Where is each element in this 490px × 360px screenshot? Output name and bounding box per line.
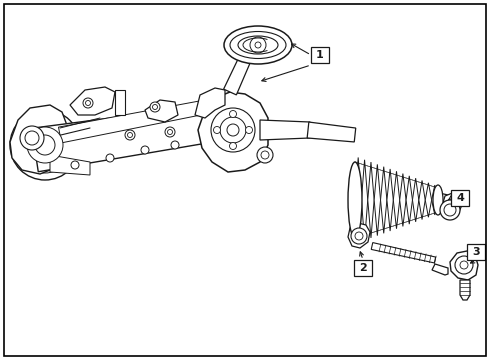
Circle shape xyxy=(141,146,149,154)
Circle shape xyxy=(125,130,135,140)
Polygon shape xyxy=(260,120,310,140)
Circle shape xyxy=(127,132,132,138)
Circle shape xyxy=(106,154,114,162)
Circle shape xyxy=(168,130,172,135)
Polygon shape xyxy=(400,174,406,226)
Polygon shape xyxy=(195,88,225,118)
Circle shape xyxy=(10,110,80,180)
Polygon shape xyxy=(371,243,436,263)
Polygon shape xyxy=(368,162,374,238)
Polygon shape xyxy=(460,280,470,300)
Polygon shape xyxy=(198,92,268,172)
Polygon shape xyxy=(442,192,462,218)
Polygon shape xyxy=(58,101,201,143)
Circle shape xyxy=(165,127,175,137)
Ellipse shape xyxy=(224,26,292,64)
Circle shape xyxy=(27,127,63,163)
Ellipse shape xyxy=(230,32,286,59)
Circle shape xyxy=(17,117,73,173)
Bar xyxy=(451,190,469,206)
Circle shape xyxy=(211,108,255,152)
Polygon shape xyxy=(425,183,432,217)
Circle shape xyxy=(229,111,237,117)
Circle shape xyxy=(245,126,252,134)
Circle shape xyxy=(261,151,269,159)
Polygon shape xyxy=(381,167,387,233)
Polygon shape xyxy=(432,264,448,275)
Polygon shape xyxy=(374,165,381,236)
Circle shape xyxy=(171,141,179,149)
Circle shape xyxy=(257,147,273,163)
Circle shape xyxy=(440,200,460,220)
Polygon shape xyxy=(50,155,90,175)
Polygon shape xyxy=(450,251,478,280)
Polygon shape xyxy=(10,105,68,174)
Circle shape xyxy=(455,256,473,274)
Circle shape xyxy=(460,261,468,269)
Circle shape xyxy=(250,37,266,53)
Polygon shape xyxy=(307,122,356,142)
Polygon shape xyxy=(223,45,255,95)
Bar xyxy=(354,260,372,276)
Bar xyxy=(311,47,329,63)
Circle shape xyxy=(444,204,456,216)
Circle shape xyxy=(229,143,237,149)
Circle shape xyxy=(83,98,93,108)
Polygon shape xyxy=(406,176,413,224)
Polygon shape xyxy=(70,87,115,115)
Polygon shape xyxy=(115,90,125,115)
Polygon shape xyxy=(387,169,393,231)
Ellipse shape xyxy=(238,36,278,54)
Circle shape xyxy=(152,104,157,109)
Polygon shape xyxy=(362,160,368,240)
Text: 1: 1 xyxy=(316,50,324,60)
Polygon shape xyxy=(435,192,448,208)
Polygon shape xyxy=(32,102,238,172)
Circle shape xyxy=(150,102,160,112)
Circle shape xyxy=(351,228,367,244)
Polygon shape xyxy=(393,171,400,229)
Polygon shape xyxy=(432,185,438,215)
Circle shape xyxy=(355,232,363,240)
Circle shape xyxy=(71,161,79,169)
Circle shape xyxy=(20,126,44,150)
Text: 3: 3 xyxy=(472,247,480,257)
Circle shape xyxy=(227,124,239,136)
Polygon shape xyxy=(355,157,362,243)
Circle shape xyxy=(255,42,261,48)
Circle shape xyxy=(85,100,91,105)
Ellipse shape xyxy=(348,162,362,238)
Circle shape xyxy=(25,131,39,145)
Polygon shape xyxy=(413,178,419,222)
Text: 2: 2 xyxy=(359,263,367,273)
Text: 4: 4 xyxy=(456,193,464,203)
Polygon shape xyxy=(348,223,370,248)
Circle shape xyxy=(214,126,220,134)
Polygon shape xyxy=(419,180,425,220)
Circle shape xyxy=(35,135,55,155)
Bar xyxy=(467,244,485,260)
Circle shape xyxy=(220,117,246,143)
Ellipse shape xyxy=(433,185,443,215)
Polygon shape xyxy=(145,100,178,122)
